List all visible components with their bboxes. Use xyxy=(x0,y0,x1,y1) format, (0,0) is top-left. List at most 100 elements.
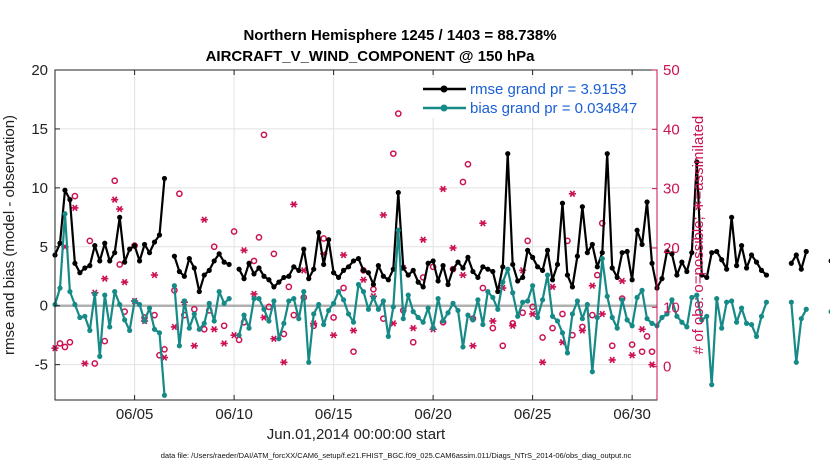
rmse-point xyxy=(127,246,133,252)
obs-possible-point xyxy=(340,284,347,292)
obs-possible-point xyxy=(61,343,69,351)
bias-point xyxy=(579,316,585,322)
rmse-point xyxy=(350,258,357,264)
bias-point xyxy=(375,306,381,312)
bias-point xyxy=(644,316,650,322)
obs-possible-point xyxy=(250,257,258,265)
obs-assimilated-stroke xyxy=(291,200,297,208)
bias-point xyxy=(485,288,491,295)
rmse-point xyxy=(375,263,381,269)
rmse-point xyxy=(251,271,257,277)
rmse-point xyxy=(311,266,317,272)
bias-point xyxy=(82,313,88,319)
rmse-point xyxy=(699,272,705,278)
bias-point xyxy=(340,297,347,303)
obs-possible-point xyxy=(350,348,357,356)
obs-assimilated-point xyxy=(290,200,298,208)
obs-assimilated-stroke xyxy=(579,327,586,334)
rmse-point xyxy=(669,251,675,257)
rmse-point xyxy=(286,273,292,279)
rmse-point xyxy=(410,267,416,273)
rmse-point xyxy=(569,284,576,290)
bias-point xyxy=(669,297,675,303)
obs-assimilated-stroke xyxy=(390,320,397,327)
y-axis-label-right: # of obs: o=possible; ∗=assimilated xyxy=(690,116,707,355)
rmse-point xyxy=(604,151,610,157)
rmse-point xyxy=(221,259,227,265)
rmse-point xyxy=(97,258,103,264)
rmse-point xyxy=(788,260,794,266)
obs-assimilated-point xyxy=(598,310,606,318)
rmse-point xyxy=(77,270,83,276)
rmse-point xyxy=(345,264,352,270)
rmse-point xyxy=(495,288,501,295)
rmse-point xyxy=(559,200,566,206)
rmse-point xyxy=(748,252,755,258)
obs-assimilated-point xyxy=(121,278,129,286)
y-tick-label: 0 xyxy=(40,298,48,315)
rmse-point xyxy=(380,273,386,279)
bias-point xyxy=(276,336,282,342)
bias-point xyxy=(729,298,735,304)
rmse-point xyxy=(490,268,496,275)
bias-point xyxy=(266,318,272,324)
obs-possible-point xyxy=(370,285,377,293)
bias-point xyxy=(460,344,466,350)
obs-possible-point xyxy=(479,284,487,292)
obs-assimilated-stroke xyxy=(549,283,556,291)
obs-assimilated-stroke xyxy=(211,325,218,333)
obs-assimilated-stroke xyxy=(649,361,655,369)
y-tick-label: 15 xyxy=(31,121,48,138)
rmse-point xyxy=(201,272,207,278)
bias-point xyxy=(171,283,178,289)
obs-possible-point xyxy=(643,333,651,340)
obs-assimilated-stroke xyxy=(639,325,645,333)
rmse-point xyxy=(161,175,168,182)
rmse-point xyxy=(510,261,516,268)
obs-possible-point xyxy=(176,190,183,198)
bias-point xyxy=(554,318,561,324)
legend-bias-label: bias grand pr = 0.034847 xyxy=(470,100,637,117)
obs-assimilated-stroke xyxy=(121,278,128,286)
rmse-point xyxy=(296,267,302,273)
bias-point xyxy=(400,316,406,322)
obs-assimilated-stroke xyxy=(599,310,606,318)
obs-assimilated-point xyxy=(479,219,487,227)
obs-possible-point xyxy=(101,337,109,345)
rmse-point xyxy=(525,247,531,253)
y-tick-label: -5 xyxy=(35,357,48,374)
obs-possible-point xyxy=(330,314,337,321)
bias-point xyxy=(345,311,352,317)
rmse-point xyxy=(644,199,650,205)
bias-point xyxy=(475,297,481,303)
y-tick-label-right: 0 xyxy=(663,359,671,376)
obs-assimilated-stroke xyxy=(460,271,466,279)
bias-point xyxy=(97,353,103,359)
rmse-point xyxy=(689,250,695,256)
rmse-point xyxy=(236,266,242,272)
rmse-point xyxy=(316,230,322,236)
bias-point xyxy=(380,298,386,304)
bias-point xyxy=(425,305,431,311)
rmse-point xyxy=(122,259,128,265)
obs-assimilated-point xyxy=(538,358,547,366)
rmse-point xyxy=(206,267,212,273)
bias-point xyxy=(619,297,625,303)
rmse-point xyxy=(500,264,506,270)
bias-point xyxy=(251,296,257,302)
obs-assimilated-stroke xyxy=(569,190,576,198)
y-tick-label-right: 10 xyxy=(663,299,680,316)
bias-point xyxy=(117,301,123,308)
bias-point xyxy=(719,325,725,331)
bias-point xyxy=(599,255,605,262)
obs-assimilated-stroke xyxy=(171,323,178,331)
bias-point xyxy=(559,330,566,336)
rmse-point xyxy=(574,253,580,259)
rmse-point xyxy=(734,263,740,269)
bias-point xyxy=(87,327,93,334)
rmse-point xyxy=(763,272,770,278)
obs-assimilated-point xyxy=(469,342,477,350)
obs-assimilated-point xyxy=(349,327,358,334)
ticks: 06/05 06/10 06/15 06/20 06/25 06/30 -5 0 5 10 15 20… xyxy=(31,62,679,423)
rmse-point xyxy=(455,259,461,265)
